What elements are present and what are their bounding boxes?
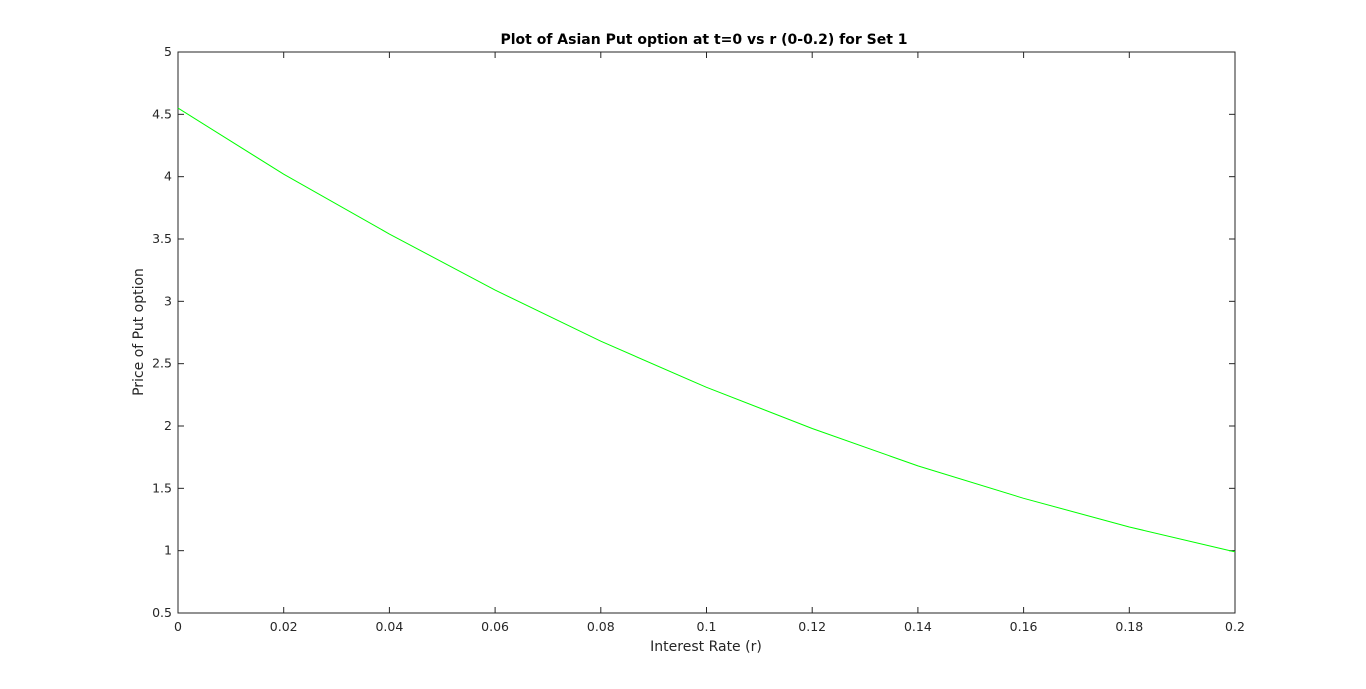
x-tick-label: 0.06 (481, 619, 509, 634)
x-tick-label: 0.14 (904, 619, 932, 634)
series-layer (177, 107, 1236, 553)
chart-title: Plot of Asian Put option at t=0 vs r (0-… (500, 32, 907, 48)
series-line (177, 107, 1236, 553)
y-tick-label: 3.5 (152, 231, 172, 246)
y-tick-label: 5 (164, 44, 172, 59)
x-tick-label: 0.12 (798, 619, 826, 634)
y-tick-label: 2 (164, 418, 172, 433)
x-tick-label: 0.04 (375, 619, 403, 634)
x-tick-label: 0.18 (1115, 619, 1143, 634)
ticks-layer: 0 0.02 0.04 0.06 0.08 0.1 0.12 0.14 0.16 0.18 0.2 0… (152, 44, 1245, 634)
x-tick-label: 0 (174, 619, 182, 634)
x-tick-label: 0.16 (1010, 619, 1038, 634)
y-axis-label: Price of Put option (131, 268, 147, 396)
y-tick-label: 2.5 (152, 356, 172, 371)
y-tick-label: 0.5 (152, 605, 172, 620)
x-tick-label: 0.02 (270, 619, 298, 634)
y-tick-label: 4.5 (152, 106, 172, 121)
x-tick-label: 0.1 (697, 619, 717, 634)
plot-area (177, 51, 1236, 614)
x-tick-label: 0.08 (587, 619, 615, 634)
y-tick-label: 3 (164, 293, 172, 308)
x-axis-label: Interest Rate (r) (650, 639, 762, 655)
y-tick-label: 1 (164, 543, 172, 558)
x-tick-label: 0.2 (1225, 619, 1245, 634)
y-tick-label: 4 (164, 169, 172, 184)
y-tick-label: 1.5 (152, 480, 172, 495)
